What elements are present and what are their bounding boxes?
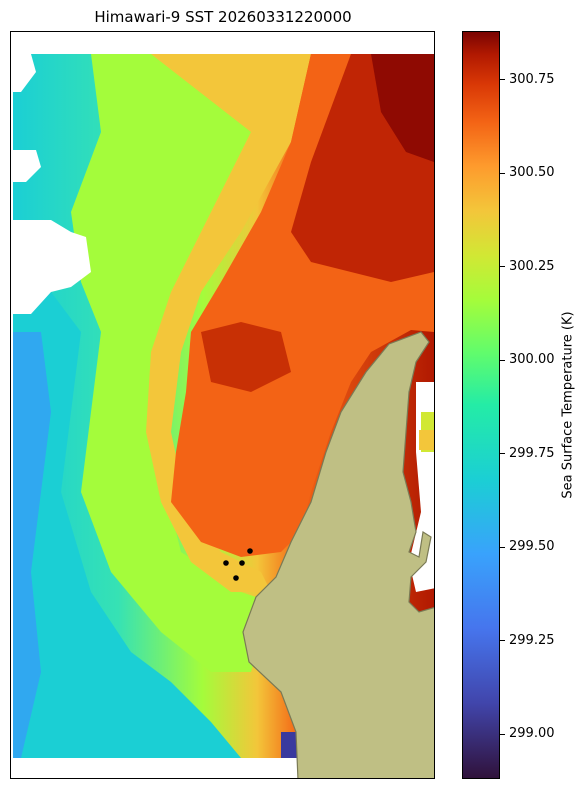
colorbar-label: Sea Surface Temperature (K) [560, 311, 576, 499]
nodata-nw2 [11, 150, 41, 182]
colorbar-tick-label: 300.75 [509, 71, 555, 87]
colorbar-tick-label: 300.00 [509, 352, 555, 368]
colorbar-tick-mark [500, 359, 505, 361]
sst-green-band [71, 54, 301, 672]
sst-yellow-band [146, 54, 311, 592]
nodata-west-edge [11, 32, 13, 778]
marker-group [223, 548, 253, 581]
sst-blue-band [13, 332, 51, 758]
colorbar-tick-mark [500, 453, 505, 455]
sst-map-canvas [11, 32, 435, 779]
sst-patch-east2 [419, 430, 434, 450]
site-marker [247, 548, 253, 554]
colorbar-tick-label: 300.50 [509, 165, 555, 181]
sst-hot-patch [201, 322, 291, 392]
colorbar-tick-mark [500, 546, 505, 548]
colorbar-tick-label: 300.25 [509, 258, 555, 274]
land-mass [242, 331, 434, 778]
colorbar-tick-label: 299.25 [509, 632, 555, 648]
nodata-east-edge [434, 32, 435, 779]
site-marker [239, 560, 245, 566]
colorbar-tick-mark [500, 79, 505, 81]
nodata-north-edge [11, 32, 434, 54]
colorbar-tick-mark [500, 172, 505, 174]
sst-cool-band [13, 292, 241, 758]
colorbar-tick-label: 299.75 [509, 445, 555, 461]
nodata-west [11, 220, 91, 314]
colorbar-tick-label: 299.00 [509, 726, 555, 742]
colorbar-tick-mark [500, 733, 505, 735]
sst-hot-core [371, 54, 434, 162]
nodata-nw [11, 54, 36, 92]
colorbar-tick-mark [500, 266, 505, 268]
sst-cold-patch [281, 732, 299, 758]
sst-map [10, 31, 435, 779]
site-marker [223, 560, 229, 566]
colorbar-tick-label: 299.50 [509, 539, 555, 555]
colorbar [462, 31, 500, 779]
map-title: Himawari-9 SST 20260331220000 [94, 8, 352, 26]
colorbar-tick-mark [500, 640, 505, 642]
site-marker [233, 575, 239, 581]
